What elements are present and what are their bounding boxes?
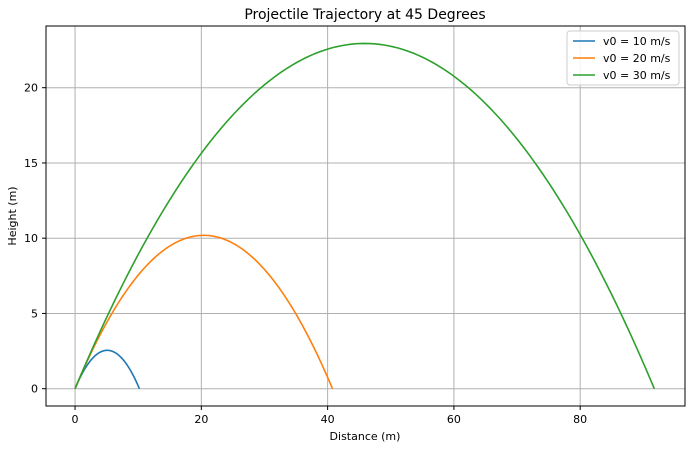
series-line-3	[74, 42, 656, 390]
series-line-1	[74, 349, 141, 390]
x-tick-label: 20	[194, 413, 208, 426]
x-tick-label: 60	[447, 413, 461, 426]
plot-frame	[45, 25, 686, 407]
y-tick-label: 20	[24, 82, 38, 95]
legend-label-2: v0 = 20 m/s	[603, 52, 671, 65]
x-tick-label: 40	[321, 413, 335, 426]
legend: v0 = 10 m/s v0 = 20 m/s v0 = 30 m/s	[566, 30, 680, 86]
x-tick-label: 80	[573, 413, 587, 426]
y-tick-label: 0	[31, 383, 38, 396]
series-line-2	[74, 234, 334, 390]
y-tick-label: 5	[31, 307, 38, 320]
legend-box	[566, 30, 680, 86]
tick-layer: 0 20 40 60 80 0 5 10 15 20	[24, 82, 587, 426]
legend-label-3: v0 = 30 m/s	[603, 69, 671, 82]
series-layer	[74, 42, 656, 390]
grid-layer	[46, 26, 685, 406]
y-tick-label: 10	[24, 232, 38, 245]
y-tick-label: 15	[24, 157, 38, 170]
x-axis-label: Distance (m)	[330, 430, 401, 443]
legend-label-1: v0 = 10 m/s	[603, 35, 671, 48]
chart-title: Projectile Trajectory at 45 Degrees	[244, 7, 485, 23]
y-axis-label: Height (m)	[6, 186, 19, 245]
x-tick-label: 0	[72, 413, 79, 426]
